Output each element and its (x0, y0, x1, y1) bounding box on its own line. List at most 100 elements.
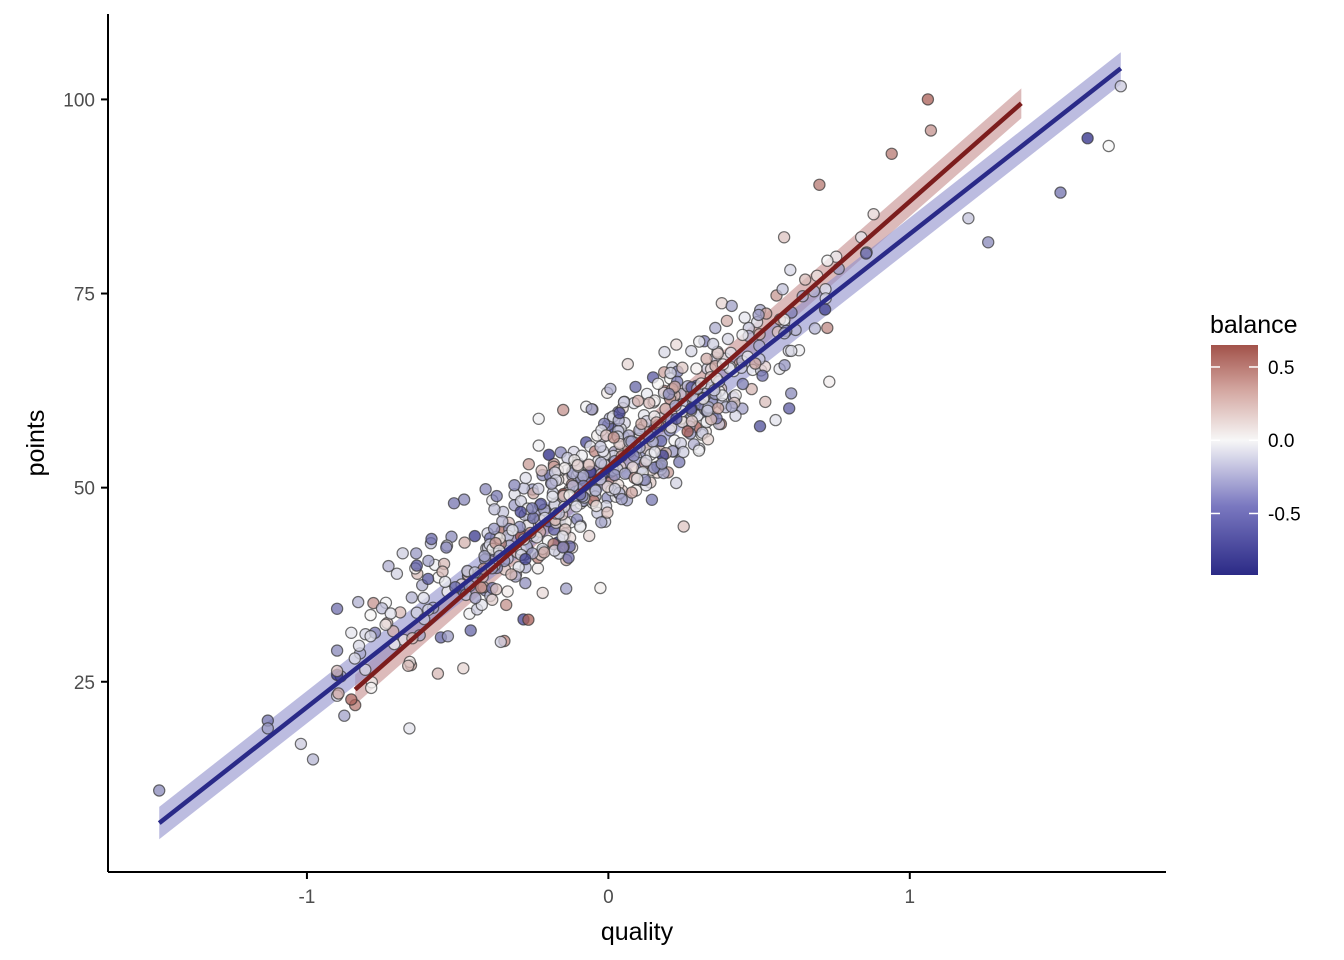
scatter-point (658, 345, 671, 359)
scatter-point (330, 664, 344, 678)
scatter-point (494, 635, 507, 649)
scatter-point (364, 630, 377, 643)
x-tick-label: 0 (603, 887, 614, 908)
scatter-point (1081, 131, 1094, 145)
scatter-point (531, 562, 545, 575)
legend: balance 0.5 0.0 -0.5 (1210, 311, 1301, 575)
scatter-point (441, 630, 455, 643)
scatter-point (496, 515, 509, 528)
scatter-point (574, 520, 587, 533)
legend-tick-label: -0.5 (1268, 504, 1301, 525)
scatter-point (557, 403, 570, 417)
scatter-point (720, 314, 734, 328)
scatter-point (457, 662, 470, 675)
scatter-point (417, 591, 430, 605)
scatter-point (651, 377, 665, 390)
scatter-point (621, 357, 635, 371)
x-tick-label: 1 (905, 887, 916, 908)
scatter-point (583, 529, 596, 543)
scatter-point (604, 382, 617, 396)
scatter-point (501, 585, 514, 598)
scatter-point (440, 541, 453, 554)
scatter-point (537, 546, 551, 559)
scatter-point (585, 403, 598, 416)
scatter-point (701, 433, 715, 446)
scatter-point (590, 499, 603, 513)
scatter-point (823, 375, 836, 388)
scatter-point (525, 502, 539, 515)
scatter-point (777, 231, 791, 244)
scatter-point (589, 484, 602, 497)
scatter-point (601, 506, 614, 519)
scatter-point (365, 681, 378, 695)
scatter-point (756, 369, 769, 382)
scatter-point (464, 624, 477, 637)
scatter-point (635, 417, 648, 431)
scatter-point (352, 639, 366, 653)
scatter-point (776, 283, 789, 296)
scatter-point (759, 395, 772, 409)
legend-title: balance (1210, 311, 1298, 339)
scatter-point (631, 472, 644, 486)
fit-lines (157, 66, 1123, 825)
scatter-point (736, 377, 750, 391)
scatter-point (396, 547, 409, 560)
scatter-points (152, 79, 1128, 797)
scatter-point (402, 659, 415, 673)
scatter-point (536, 586, 549, 600)
scatter-point (701, 404, 714, 417)
scatter-point (382, 559, 395, 573)
scatter-point (1114, 79, 1128, 93)
scatter-point (410, 559, 423, 572)
y-tick-label: 75 (74, 285, 95, 306)
scatter-point (664, 366, 677, 380)
scatter-point (332, 687, 345, 700)
scatter-point (571, 458, 584, 472)
scatter-point (478, 549, 491, 563)
scatter-point (924, 124, 938, 137)
scatter-point (711, 402, 725, 415)
scatter-point (1102, 139, 1115, 153)
scatter-point (655, 457, 669, 470)
x-tick-label: -1 (298, 887, 315, 908)
scatter-point (685, 344, 698, 358)
scatter-point (709, 321, 722, 335)
scatter-point (617, 395, 631, 409)
scatter-point (607, 431, 621, 444)
scatter-point (152, 784, 166, 797)
x-axis-title: quality (601, 918, 674, 946)
scatter-point (556, 541, 570, 554)
scatter-point (784, 263, 797, 277)
scatter-point (390, 567, 404, 580)
legend-tick-label: 0.0 (1268, 431, 1294, 452)
scatter-point (613, 406, 626, 420)
scatter-point (752, 308, 765, 322)
scatter-point (1054, 186, 1067, 199)
scatter-point (859, 247, 873, 260)
scatter-point (725, 400, 738, 413)
legend-tick-label: 0.5 (1268, 358, 1294, 379)
scatter-point (330, 644, 344, 657)
scatter-point (769, 413, 782, 427)
y-axis-title: points (22, 410, 50, 477)
fit-line (157, 66, 1123, 825)
scatter-point (348, 652, 361, 665)
scatter-point (519, 552, 532, 566)
scatter-point (519, 471, 532, 485)
scatter-point (425, 532, 438, 546)
scatter-point (384, 607, 397, 620)
scatter-point (783, 402, 796, 415)
scatter-point (692, 444, 706, 457)
scatter-point (821, 254, 834, 267)
scatter-point (514, 505, 527, 519)
x-axis-ticks: -1 0 1 (298, 872, 915, 908)
legend-ticks: 0.5 0.0 -0.5 (1211, 358, 1301, 525)
scatter-point (677, 445, 690, 459)
scatter-point (640, 454, 653, 467)
scatter-point (982, 236, 995, 249)
scatter-point (867, 207, 880, 221)
scatter-point (738, 311, 751, 324)
y-tick-label: 100 (63, 90, 95, 111)
scatter-point (676, 361, 689, 374)
